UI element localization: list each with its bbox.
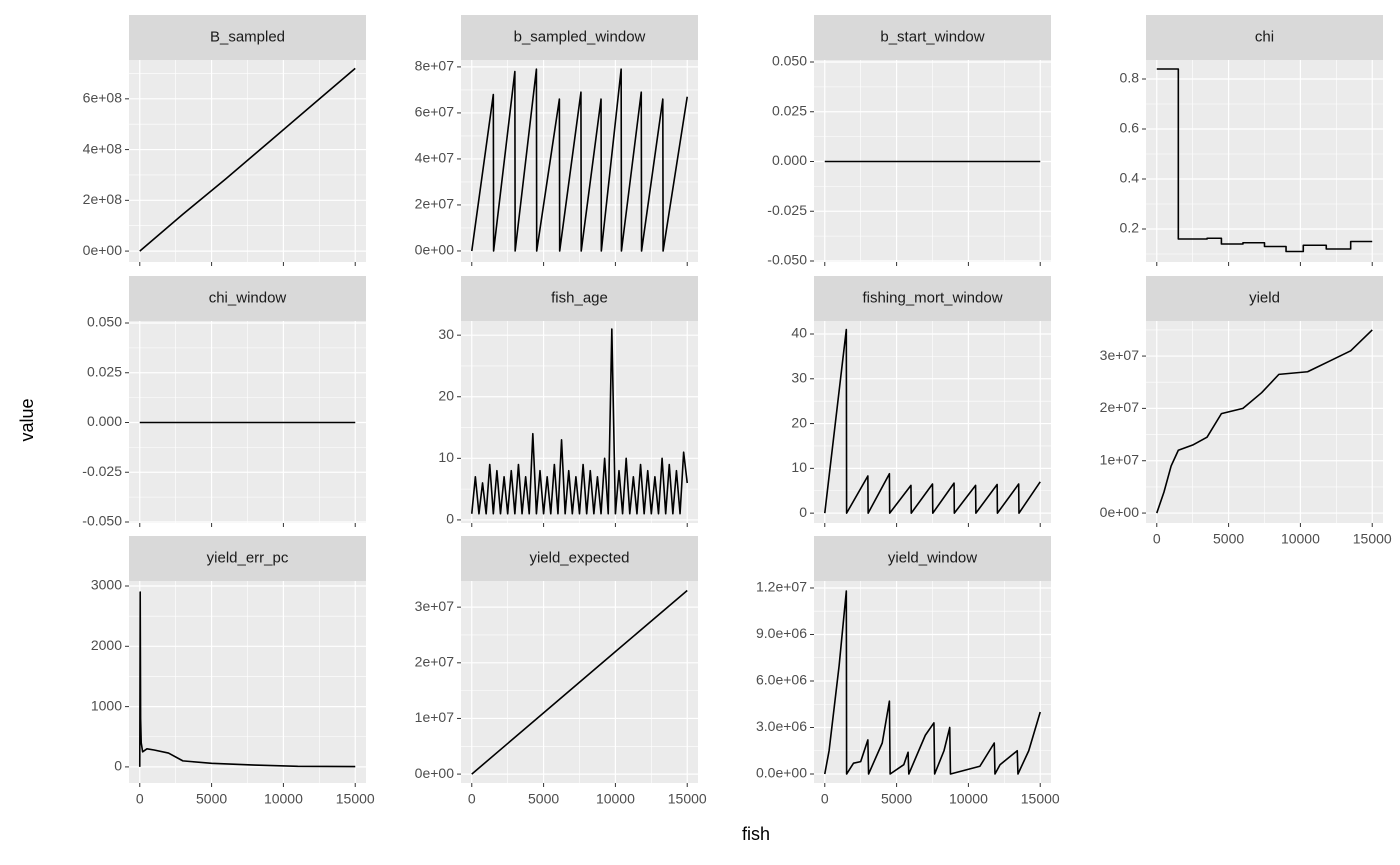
x-tick-label: 0 — [136, 791, 144, 807]
strip-title: B_sampled — [210, 28, 285, 45]
y-tick-label: 3000 — [91, 577, 122, 593]
y-tick-label: 6e+08 — [83, 90, 123, 106]
y-tick-label: 4e+08 — [83, 140, 123, 156]
line — [1156, 329, 1373, 514]
y-tick-label: 30 — [438, 326, 454, 342]
y-tick-label: 0.8 — [1120, 70, 1140, 86]
strip — [1146, 276, 1383, 321]
y-tick-label: 6.0e+06 — [756, 672, 807, 688]
y-tick-label: 0e+00 — [83, 242, 123, 258]
x-tick-label: 10000 — [596, 791, 635, 807]
y-tick-label: 0.025 — [772, 102, 807, 118]
y-tick-label: 2000 — [91, 637, 122, 653]
strip — [129, 15, 366, 60]
line — [138, 591, 356, 768]
strip-title: fishing_mort_window — [862, 289, 1002, 306]
strip-title: yield_window — [888, 549, 977, 566]
y-tick-label: 9.0e+06 — [756, 625, 807, 641]
y-tick-label: -0.050 — [82, 513, 122, 529]
y-tick-label: 0.025 — [87, 363, 122, 379]
strip — [814, 536, 1051, 581]
y-tick-label: -0.050 — [767, 252, 807, 268]
y-tick-label: 0e+00 — [415, 765, 455, 781]
x-tick-label: 0 — [1153, 531, 1161, 547]
y-tick-label: 0 — [114, 758, 122, 774]
x-tick-label: 15000 — [668, 791, 707, 807]
y-tick-label: 20 — [438, 387, 454, 403]
strip-title: b_start_window — [880, 28, 984, 45]
y-tick-label: 1e+07 — [1100, 451, 1140, 467]
y-tick-label: 3.0e+06 — [756, 718, 807, 734]
x-tick-label: 0 — [821, 791, 829, 807]
y-tick-label: 3e+07 — [415, 598, 455, 614]
line — [139, 67, 356, 252]
strip-title: chi_window — [209, 289, 287, 306]
y-tick-label: 0.050 — [87, 314, 122, 330]
y-tick-label: 2e+07 — [415, 654, 455, 670]
x-tick-label: 10000 — [949, 791, 988, 807]
line — [470, 328, 689, 515]
y-tick-label: 10 — [791, 459, 807, 475]
y-tick-label: 2e+08 — [83, 191, 123, 207]
y-tick-label: 2e+07 — [415, 196, 455, 212]
y-tick-label: 0.000 — [87, 413, 122, 429]
x-axis-title: fish — [742, 824, 770, 844]
y-tick-label: 1000 — [91, 697, 122, 713]
strip — [461, 15, 698, 60]
strip — [814, 15, 1051, 60]
y-tick-label: 20 — [791, 414, 807, 430]
y-tick-label: 0e+00 — [415, 242, 455, 258]
x-tick-label: 5000 — [528, 791, 559, 807]
strip — [461, 536, 698, 581]
y-tick-label: 0.4 — [1120, 170, 1140, 186]
strip-title: chi — [1255, 28, 1274, 45]
strip — [461, 276, 698, 321]
y-tick-label: 30 — [791, 369, 807, 385]
strip — [814, 276, 1051, 321]
y-tick-label: 10 — [438, 449, 454, 465]
y-tick-label: -0.025 — [767, 202, 807, 218]
line — [470, 68, 689, 252]
strip-title: fish_age — [551, 289, 608, 306]
x-tick-label: 10000 — [1281, 531, 1320, 547]
y-tick-label: 0.2 — [1120, 220, 1140, 236]
strip-title: b_sampled_window — [514, 28, 646, 45]
line — [471, 589, 688, 775]
line — [823, 590, 1041, 775]
line — [1156, 68, 1373, 253]
y-tick-label: 0.000 — [772, 152, 807, 168]
strip — [129, 276, 366, 321]
x-tick-label: 5000 — [881, 791, 912, 807]
strip-title: yield — [1249, 289, 1280, 306]
y-axis-title: value — [17, 398, 37, 441]
x-tick-label: 10000 — [264, 791, 303, 807]
x-tick-label: 15000 — [1021, 791, 1060, 807]
y-tick-label: -0.025 — [82, 463, 122, 479]
y-tick-label: 0 — [446, 511, 454, 527]
line — [823, 328, 1041, 514]
y-tick-label: 1.2e+07 — [756, 579, 807, 595]
y-tick-label: 0.0e+00 — [756, 765, 807, 781]
strip-title: yield_expected — [529, 549, 629, 566]
x-tick-label: 5000 — [196, 791, 227, 807]
y-tick-label: 8e+07 — [415, 58, 455, 74]
y-tick-label: 6e+07 — [415, 104, 455, 120]
x-tick-label: 0 — [468, 791, 476, 807]
y-tick-label: 0e+00 — [1100, 504, 1140, 520]
x-tick-label: 15000 — [336, 791, 375, 807]
y-tick-label: 0.050 — [772, 53, 807, 69]
y-tick-label: 0 — [799, 504, 807, 520]
strip-title: yield_err_pc — [207, 549, 289, 566]
y-tick-label: 2e+07 — [1100, 399, 1140, 415]
y-tick-label: 4e+07 — [415, 150, 455, 166]
x-tick-label: 15000 — [1353, 531, 1392, 547]
y-tick-label: 3e+07 — [1100, 347, 1140, 363]
strip — [129, 536, 366, 581]
y-tick-label: 1e+07 — [415, 709, 455, 725]
y-tick-label: 0.6 — [1120, 120, 1140, 136]
strip — [1146, 15, 1383, 60]
y-tick-label: 40 — [791, 325, 807, 341]
x-tick-label: 5000 — [1213, 531, 1244, 547]
